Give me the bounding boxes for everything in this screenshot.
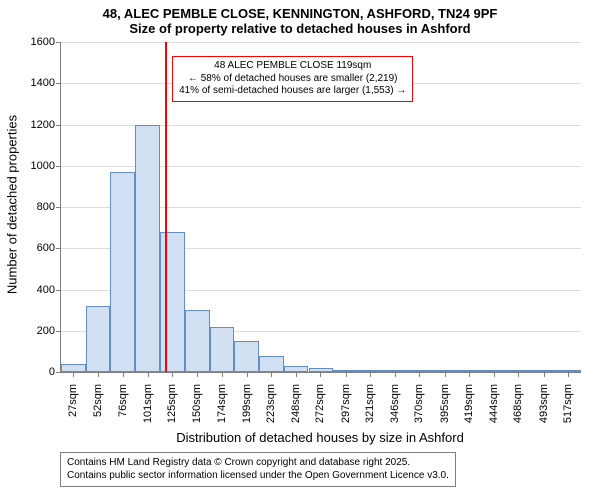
xtick-mark [518,372,519,377]
annotation-line1: 48 ALEC PEMBLE CLOSE 119sqm [179,60,406,73]
ytick-label: 1200 [31,119,61,131]
ytick-label: 1400 [31,77,61,89]
xtick-mark [469,372,470,377]
xtick-label: 223sqm [265,384,277,423]
xtick-mark [123,372,124,377]
ytick-label: 200 [37,325,61,337]
ytick-label: 800 [37,201,61,213]
title-line2: Size of property relative to detached ho… [0,21,600,36]
xtick-mark [172,372,173,377]
ytick-label: 600 [37,242,61,254]
title-block: 48, ALEC PEMBLE CLOSE, KENNINGTON, ASHFO… [0,0,600,36]
title-line1: 48, ALEC PEMBLE CLOSE, KENNINGTON, ASHFO… [0,6,600,21]
xtick-label: 125sqm [166,384,178,423]
ytick-label: 400 [37,284,61,296]
xtick-mark [320,372,321,377]
xaxis-label: Distribution of detached houses by size … [60,430,580,445]
histogram-bar [185,310,210,372]
histogram-bar [160,232,185,372]
xtick-mark [98,372,99,377]
histogram-bar [234,341,259,372]
xtick-mark [445,372,446,377]
ytick-label: 0 [49,366,61,378]
xtick-label: 321sqm [364,384,376,423]
annotation-box: 48 ALEC PEMBLE CLOSE 119sqm← 58% of deta… [172,56,413,102]
footer-attribution: Contains HM Land Registry data © Crown c… [60,452,456,487]
annotation-line2: ← 58% of detached houses are smaller (2,… [179,73,406,86]
xtick-mark [346,372,347,377]
xtick-label: 346sqm [389,384,401,423]
reference-line [165,42,167,372]
histogram-bar [110,172,135,372]
xtick-label: 468sqm [512,384,524,423]
histogram-bar [86,306,111,372]
xtick-mark [197,372,198,377]
ytick-label: 1600 [31,36,61,48]
plot-area: 0200400600800100012001400160027sqm52sqm7… [60,42,581,373]
xtick-mark [222,372,223,377]
xtick-label: 395sqm [439,384,451,423]
xtick-label: 370sqm [413,384,425,423]
xtick-label: 174sqm [216,384,228,423]
xtick-mark [419,372,420,377]
histogram-bar [259,356,284,373]
histogram-bar [135,125,160,373]
xtick-label: 27sqm [67,384,79,417]
chart-container: 48, ALEC PEMBLE CLOSE, KENNINGTON, ASHFO… [0,0,600,500]
annotation-line3: 41% of semi-detached houses are larger (… [179,85,406,98]
histogram-bar [210,327,235,372]
histogram-bar [61,364,86,372]
xtick-label: 517sqm [562,384,574,423]
xtick-label: 76sqm [117,384,129,417]
xtick-label: 199sqm [241,384,253,423]
xtick-label: 297sqm [340,384,352,423]
xtick-label: 150sqm [191,384,203,423]
xtick-mark [296,372,297,377]
xtick-label: 419sqm [463,384,475,423]
footer-line2: Contains public sector information licen… [67,470,449,483]
xtick-mark [73,372,74,377]
xtick-mark [544,372,545,377]
xtick-label: 272sqm [314,384,326,423]
xtick-mark [370,372,371,377]
xtick-mark [148,372,149,377]
ytick-label: 1000 [31,160,61,172]
xtick-mark [271,372,272,377]
gridline [61,42,581,43]
xtick-mark [247,372,248,377]
xtick-label: 248sqm [290,384,302,423]
xtick-mark [395,372,396,377]
xtick-label: 493sqm [538,384,550,423]
xtick-label: 101sqm [142,384,154,423]
xtick-label: 52sqm [92,384,104,417]
yaxis-label: Number of detached properties [5,105,20,305]
footer-line1: Contains HM Land Registry data © Crown c… [67,457,449,470]
xtick-label: 444sqm [488,384,500,423]
xtick-mark [494,372,495,377]
xtick-mark [568,372,569,377]
